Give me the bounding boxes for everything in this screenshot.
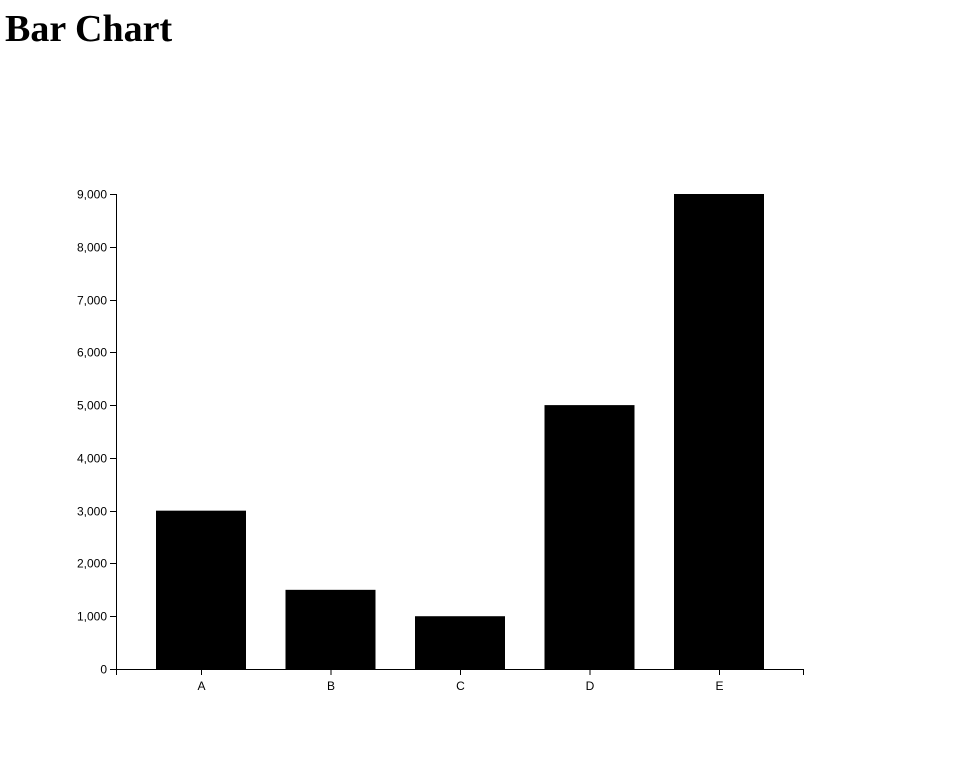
y-tick-label: 2,000: [77, 557, 107, 571]
y-tick-label: 7,000: [77, 294, 107, 308]
bar-b: [285, 589, 376, 669]
page-title: Bar Chart: [5, 8, 173, 50]
y-axis-line: [110, 194, 117, 670]
y-tick-label: 0: [100, 663, 107, 677]
bar-c: [415, 616, 505, 669]
bar-e: [674, 194, 764, 669]
bar-a: [156, 510, 246, 669]
x-tick-label: E: [715, 679, 723, 693]
x-tick-label: A: [197, 679, 205, 693]
y-tick-label: 3,000: [77, 505, 107, 519]
x-tick-label: B: [327, 679, 335, 693]
y-tick-label: 6,000: [77, 346, 107, 360]
bars-group: [156, 194, 764, 669]
x-tick-label: C: [456, 679, 465, 693]
y-axis: 0 1,000 2,000 3,000 4,000 5,000 6,000 7,000 8,00…: [77, 188, 117, 677]
y-tick-label: 1,000: [77, 610, 107, 624]
x-tick-label: D: [586, 679, 595, 693]
x-axis: A B C D E: [116, 669, 804, 693]
y-tick-label: 8,000: [77, 241, 107, 255]
bar-d: [544, 405, 635, 669]
y-tick-label: 4,000: [77, 452, 107, 466]
y-tick-label: 5,000: [77, 399, 107, 413]
y-tick-label: 9,000: [77, 188, 107, 202]
